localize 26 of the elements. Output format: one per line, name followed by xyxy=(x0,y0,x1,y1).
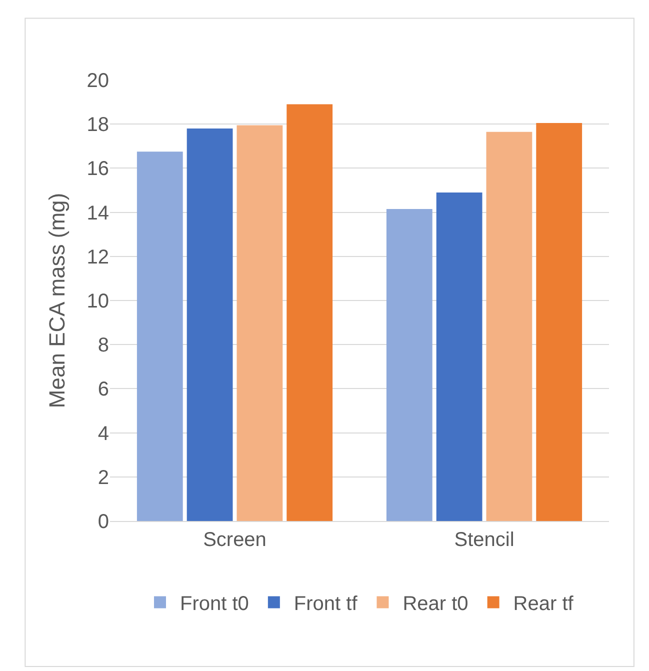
bar xyxy=(286,104,333,521)
legend-label: Front t0 xyxy=(180,593,249,616)
y-axis-title: Mean ECA mass (mg) xyxy=(44,192,70,408)
x-tick-label: Stencil xyxy=(454,529,514,551)
bar xyxy=(386,208,432,521)
bar xyxy=(486,132,532,521)
x-tick-label: Screen xyxy=(203,529,266,551)
bar xyxy=(236,125,283,521)
y-tick-label: 12 xyxy=(86,246,109,268)
y-tick-label: 4 xyxy=(98,422,109,445)
y-tick-label: 10 xyxy=(86,290,109,312)
bar xyxy=(136,152,183,521)
legend-label: Rear t0 xyxy=(402,593,468,616)
y-tick-label: 18 xyxy=(86,114,109,136)
y-tick-label: 8 xyxy=(98,334,109,357)
y-tick-label: 20 xyxy=(86,70,109,92)
bar xyxy=(186,128,233,521)
y-tick-label: 14 xyxy=(86,202,109,224)
legend-label: Rear tf xyxy=(513,593,574,616)
y-tick-label: 2 xyxy=(98,466,109,489)
y-tick-label: 6 xyxy=(98,378,109,401)
legend-label: Front tf xyxy=(294,593,358,616)
y-tick-label: 0 xyxy=(98,511,109,533)
y-tick-label: 16 xyxy=(86,158,109,180)
bar xyxy=(536,123,582,521)
bar xyxy=(436,192,482,521)
